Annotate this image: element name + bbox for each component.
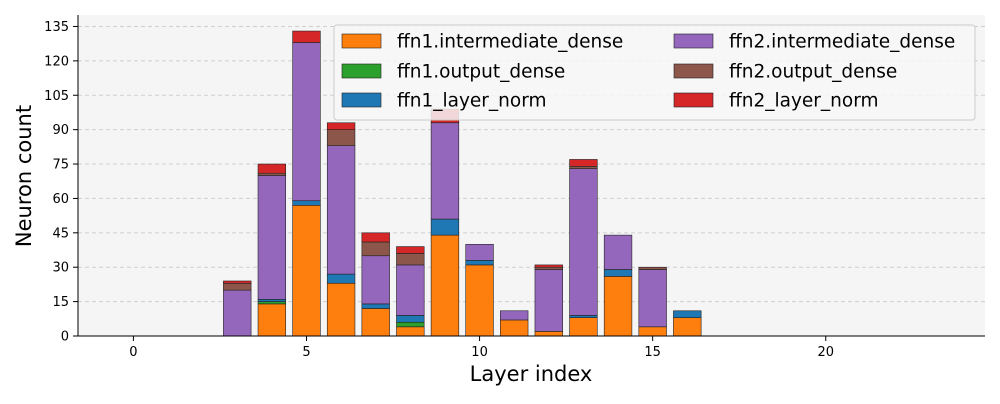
bar-segment (361, 255, 390, 305)
bar-segment (223, 280, 252, 284)
bar-segment (396, 321, 425, 328)
bar-segment (326, 145, 356, 275)
bar-segment (257, 175, 287, 300)
y-tick-label: 75 (52, 158, 69, 173)
x-tick-label: 0 (129, 345, 137, 360)
bar-segment (223, 282, 252, 291)
x-tick-label: 20 (817, 345, 834, 360)
bar-segment (673, 317, 702, 337)
bar-segment (396, 264, 425, 316)
x-tick-label: 15 (644, 345, 661, 360)
legend-label: ffn2.output_dense (729, 62, 897, 83)
bar-segment (430, 122, 460, 220)
bar-segment (569, 166, 598, 169)
x-axis-label: Layer index (470, 362, 593, 386)
x-tick-label: 5 (302, 345, 310, 360)
bar-segment (361, 241, 390, 257)
x-ticks: 0 5 10 15 20 (129, 336, 834, 360)
legend-label: ffn1_layer_norm (397, 91, 547, 112)
bar-segment (430, 234, 460, 337)
bar-segment (396, 246, 425, 254)
bar-segment (638, 326, 667, 337)
legend-swatch (341, 92, 382, 108)
y-tick-label: 90 (52, 123, 69, 138)
y-tick-label: 120 (44, 54, 69, 69)
bar-segment (430, 218, 460, 236)
bar-segment (257, 303, 287, 337)
bar-segment (292, 42, 321, 202)
bar-segment (292, 30, 321, 43)
y-tick-label: 30 (52, 261, 69, 276)
bar-segment (534, 266, 563, 270)
bar-segment (223, 289, 252, 337)
bar-segment (603, 269, 633, 277)
bar-segment (673, 310, 702, 318)
bar-segment (500, 319, 529, 337)
legend-swatch (673, 92, 714, 108)
bar-segment (638, 266, 667, 270)
bar-segment (257, 301, 287, 305)
legend-swatch (341, 33, 382, 49)
bar-segment (465, 260, 494, 266)
bar-segment (603, 276, 633, 337)
y-tick-label: 105 (44, 89, 69, 104)
legend: ffn1.intermediate_dense ffn1.output_dense… (333, 24, 976, 121)
bar-segment (603, 234, 633, 270)
axes (77, 15, 985, 337)
y-tick-label: 15 (52, 295, 69, 310)
legend-label: ffn2_layer_norm (729, 91, 879, 112)
y-tick-label: 45 (52, 226, 69, 241)
legend-swatch (673, 63, 714, 79)
bar-segment (396, 253, 425, 266)
y-ticks: 0 15 30 45 60 75 90 105 120 135 (44, 20, 78, 345)
legend-frame (333, 24, 976, 121)
bar-segment (638, 269, 667, 328)
bar-segment (534, 269, 563, 332)
bar-segment (500, 310, 529, 321)
bar-segment (361, 232, 390, 243)
bar-segment (465, 243, 494, 261)
y-tick-label: 0 (61, 330, 69, 345)
x-tick-label: 10 (471, 345, 488, 360)
bar-segment (361, 303, 390, 309)
bar-segment (569, 315, 598, 318)
y-tick-label: 60 (52, 192, 69, 207)
bar-segment (257, 163, 287, 174)
bar-segment (326, 273, 356, 284)
bar-segment (396, 315, 425, 323)
bar-segment (292, 200, 321, 206)
bar-segment (361, 308, 390, 337)
bar-segment (326, 122, 356, 130)
y-tick-label: 135 (44, 20, 69, 35)
legend-swatch (341, 63, 382, 79)
legend-label: ffn1.output_dense (397, 62, 565, 83)
bar-segment (569, 159, 598, 167)
bar-segment (569, 317, 598, 337)
bar-segment (465, 264, 494, 337)
bar-segment (396, 326, 425, 337)
bar-segment (326, 282, 356, 337)
bar-segment (569, 168, 598, 316)
bar-segment (534, 264, 563, 268)
legend-label: ffn1.intermediate_dense (397, 32, 623, 53)
legend-label: ffn2.intermediate_dense (729, 32, 955, 53)
bar-segment (292, 205, 321, 337)
bar-segment (326, 129, 356, 146)
y-axis-label: Neuron count (12, 105, 36, 247)
bar-segment (257, 172, 287, 176)
bars (223, 30, 702, 337)
legend-swatch (673, 33, 714, 49)
bar-segment (534, 331, 563, 337)
bar-segment (257, 299, 287, 302)
